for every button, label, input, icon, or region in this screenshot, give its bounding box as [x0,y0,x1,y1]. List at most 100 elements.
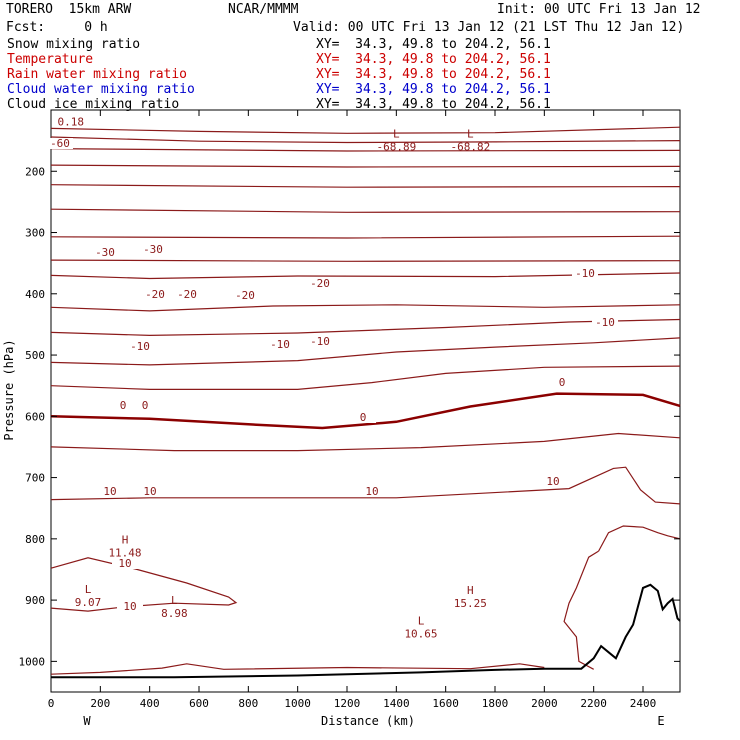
isotherm--5-12 [50,365,681,390]
contour-label: 0 [559,376,566,389]
contour-label: 10 [546,475,559,488]
extremum-value: -68.89 [376,141,416,154]
x-axis-title: Distance (km) [321,714,415,728]
contour-label-bg [47,138,73,149]
contour-label-bg [112,558,138,569]
legend-cloud-ice: Cloud ice mixing ratio [7,97,180,112]
isotherm--35-6 [50,235,681,239]
contour-label: -10 [130,340,150,353]
contour-label-bg [592,317,618,328]
extremum-value: 9.07 [75,596,102,609]
contour-label: -10 [575,267,595,280]
contour-label-bg [540,476,566,487]
x-tick-label: 2400 [630,697,657,710]
x-tick-label: 2000 [531,697,558,710]
x-axis-west-label: W [83,714,91,728]
terrain-profile [51,583,681,679]
extremum-H-symbol: H [467,584,474,597]
contour-label: 10 [118,557,131,570]
extremum-value: 15.25 [454,597,487,610]
contour-label-bg [174,289,200,300]
extremum-L-symbol: L [85,583,92,596]
x-tick-label: 200 [90,697,110,710]
isotherm--25-8 [50,272,681,280]
isotherm-0-13 [50,392,681,430]
extremum-value: 8.98 [161,607,188,620]
contour-label: 10 [365,485,378,498]
y-axis-title: Pressure (hPa) [2,339,16,440]
extremum-L-symbol: L [393,128,400,141]
contour-label-bg [97,486,123,497]
contour-label: 0 [120,399,127,412]
contour-label: 10 [103,485,116,498]
cloud-contour-lines [50,525,681,675]
isotherm--20-9 [50,304,681,312]
legend-cloud-water-xy: XY= 34.3, 49.8 to 204.2, 56.1 [316,82,551,97]
contour-label-bg [127,341,153,352]
isotherm--40-5 [50,208,681,213]
extremum-L-symbol: L [171,594,178,607]
contour-label: 10 [123,600,136,613]
contour-label: -10 [310,335,330,348]
contour-label-bg [307,278,333,289]
extremum-L-symbol: L [467,128,474,141]
isotherm--10-11 [50,337,681,366]
x-axis-east-label: E [657,714,664,728]
contour-label: -20 [177,288,197,301]
y-tick-label: 200 [25,165,45,178]
x-tick-label: 800 [238,697,258,710]
x-tick-label: 1000 [284,697,311,710]
contour-label-bg [549,377,575,388]
contour-label-bg [137,486,163,497]
contour-label-bg [110,400,136,411]
cloud-contour-1 [598,525,681,552]
isotherm--60-1 [50,136,681,144]
contour-label: 0 [360,411,367,424]
y-tick-label: 300 [25,227,45,240]
isotherm--55-2 [50,148,681,152]
extremum-H-symbol: H [122,534,129,547]
isotherm--30-7 [50,259,681,262]
valid-time: Valid: 00 UTC Fri 13 Jan 12 (21 LST Thu … [293,20,685,35]
y-tick-label: 500 [25,349,45,362]
isotherm--15-10 [50,318,681,337]
forecast-hour: Fcst: 0 h [6,20,108,35]
x-axis: 0 200 400 600 800 1000 1200 1400 1600 1800 2000 220… [48,110,657,710]
contour-label-bg [572,268,598,279]
contour-label-bg [350,412,376,423]
legend-temperature: Temperature [7,52,94,67]
y-tick-label: 400 [25,288,45,301]
isotherm-5-14 [50,432,681,452]
terrain-line [51,583,681,679]
x-tick-label: 1800 [482,697,509,710]
y-tick-label: 900 [25,594,45,607]
legend-rain: Rain water mixing ratio [7,67,188,82]
extremum-value: 11.48 [108,547,141,560]
x-tick-label: 400 [140,697,160,710]
legend-cloud-water: Cloud water mixing ratio [7,82,195,97]
legend-rain-xy: XY= 34.3, 49.8 to 204.2, 56.1 [316,67,551,82]
contour-label: 10 [143,485,156,498]
x-tick-label: 1400 [383,697,410,710]
isotherm-10-15 [50,466,681,505]
contour-label: -10 [595,316,615,329]
contour-label-bg [142,289,168,300]
y-tick-label: 800 [25,533,45,546]
extremum-value: -68.82 [450,141,490,154]
contour-label-bg [307,336,333,347]
legend-snow: Snow mixing ratio [7,37,141,52]
x-tick-label: 2200 [580,697,607,710]
contour-label: 0 [142,399,149,412]
contour-label-bg [132,400,158,411]
y-tick-label: 1000 [19,655,46,668]
cloud-contour-2 [50,663,545,675]
y-tick-label: 700 [25,472,45,485]
organization: NCAR/MMMM [228,2,299,17]
contour-label: -20 [310,277,330,290]
x-tick-label: 600 [189,697,209,710]
isotherm--70-0 [50,126,681,134]
contour-label-bg [117,601,143,612]
